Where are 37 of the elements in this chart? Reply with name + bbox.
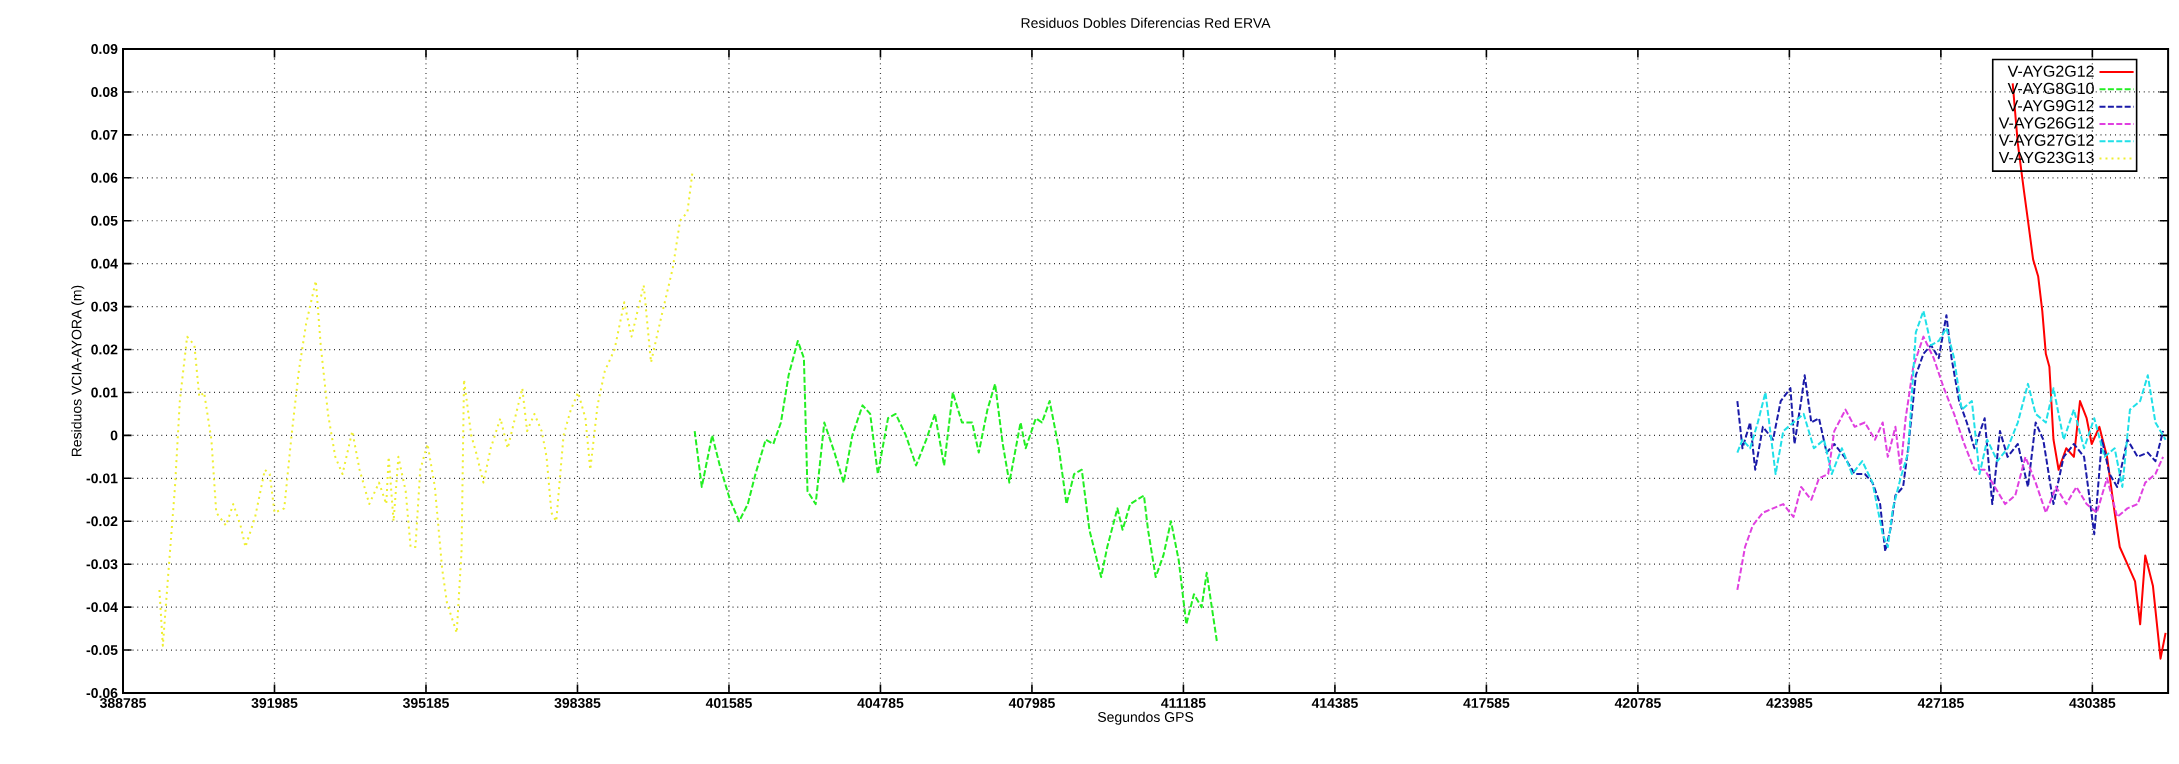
y-tick-label: 0 — [110, 430, 118, 441]
y-tick-label: 0.01 — [91, 387, 118, 398]
y-tick-label: 0.09 — [91, 44, 118, 54]
x-tick-label: 430385 — [2069, 698, 2116, 708]
y-tick-label: 0.08 — [91, 87, 118, 97]
y-tick-label: 0.02 — [91, 344, 118, 355]
x-tick-label: 411185 — [1161, 698, 1206, 708]
y-tick-label: 0.06 — [91, 172, 118, 183]
line-series — [693, 339, 1218, 643]
line-series — [158, 172, 694, 647]
y-tick-label: 0.05 — [91, 215, 118, 226]
chart-title: Residuos Dobles Diferencias Red ERVA — [1021, 17, 1271, 28]
x-tick-label: 404785 — [857, 698, 904, 708]
x-tick-label: 414385 — [1311, 698, 1358, 708]
x-tick-label: 398385 — [554, 698, 601, 708]
y-tick-label: 0.04 — [91, 258, 118, 269]
y-tick-label: 0.07 — [91, 129, 118, 140]
y-tick-label: 0.03 — [91, 301, 118, 312]
x-tick-label: 395185 — [402, 698, 449, 708]
x-tick-label: 401585 — [705, 698, 752, 708]
y-tick-label: -0.02 — [86, 516, 118, 527]
y-tick-label: -0.06 — [86, 688, 118, 698]
legend-label: V-AYG2G12 — [2007, 65, 2094, 77]
x-tick-label: 388785 — [99, 698, 146, 708]
y-tick-label: -0.05 — [86, 645, 118, 655]
x-tick-label: 407985 — [1008, 698, 1055, 708]
x-axis-title: Segundos GPS — [1097, 711, 1194, 725]
x-tick-label: 423985 — [1766, 698, 1813, 708]
line-series — [1736, 335, 2165, 591]
y-tick-label: -0.03 — [86, 559, 118, 570]
x-tick-label: 417585 — [1463, 698, 1510, 708]
y-tick-label: -0.04 — [86, 602, 118, 613]
y-tick-label: -0.01 — [86, 473, 118, 484]
y-axis-title: Residuos VCIA-AYORA (m) — [71, 285, 85, 457]
x-tick-label: 427185 — [1917, 698, 1964, 708]
x-tick-label: 391985 — [251, 698, 298, 708]
x-tick-label: 420785 — [1614, 698, 1661, 708]
